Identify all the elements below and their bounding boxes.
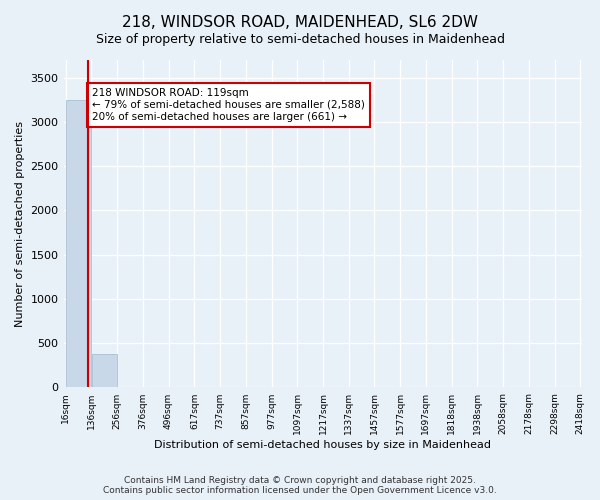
Text: 218 WINDSOR ROAD: 119sqm
← 79% of semi-detached houses are smaller (2,588)
20% o: 218 WINDSOR ROAD: 119sqm ← 79% of semi-d… [92,88,365,122]
Bar [66,100,91,388]
Text: Size of property relative to semi-detached houses in Maidenhead: Size of property relative to semi-detach… [95,32,505,46]
Text: Contains HM Land Registry data © Crown copyright and database right 2025.
Contai: Contains HM Land Registry data © Crown c… [103,476,497,495]
Y-axis label: Number of semi-detached properties: Number of semi-detached properties [15,120,25,326]
X-axis label: Distribution of semi-detached houses by size in Maidenhead: Distribution of semi-detached houses by … [154,440,491,450]
Text: 218, WINDSOR ROAD, MAIDENHEAD, SL6 2DW: 218, WINDSOR ROAD, MAIDENHEAD, SL6 2DW [122,15,478,30]
Bar [92,354,117,388]
